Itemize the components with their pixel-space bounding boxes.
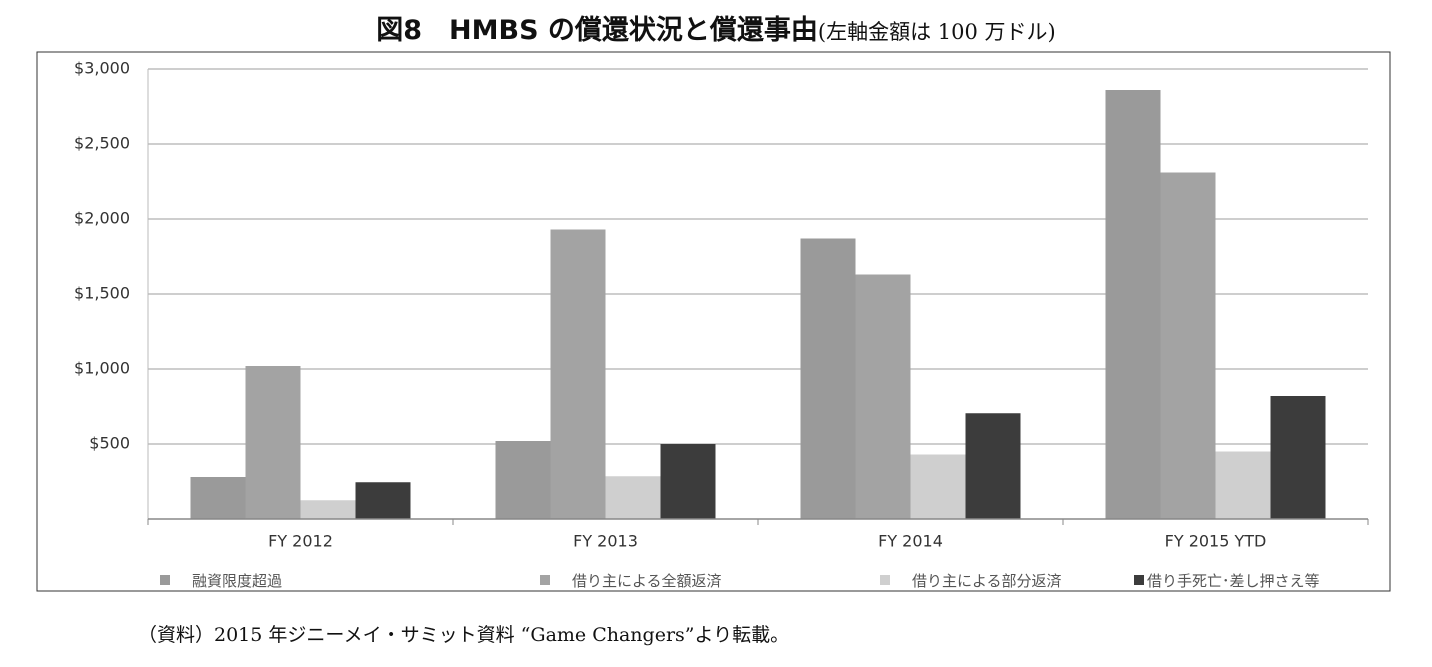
legend-label: 融資限度超過 bbox=[192, 572, 282, 590]
legend-label: 借り主による全額返済 bbox=[572, 572, 722, 590]
legend-label: 借り手死亡･差し押さえ等 bbox=[1147, 572, 1320, 590]
legend-label: 借り主による部分返済 bbox=[912, 572, 1062, 590]
bar bbox=[855, 274, 911, 519]
bar bbox=[800, 238, 856, 519]
bar bbox=[1160, 172, 1216, 519]
x-tick-label: FY 2014 bbox=[878, 532, 943, 551]
chart-frame bbox=[36, 51, 1391, 592]
y-tick-label: $2,500 bbox=[74, 134, 130, 153]
legend-swatch bbox=[160, 575, 170, 585]
bar bbox=[1270, 396, 1326, 519]
bar bbox=[1215, 451, 1271, 519]
y-tick-label: $1,000 bbox=[74, 359, 130, 378]
y-tick-label: $500 bbox=[89, 434, 130, 453]
bar bbox=[190, 477, 246, 519]
y-tick-label: $1,500 bbox=[74, 284, 130, 303]
bar bbox=[910, 454, 966, 519]
legend-swatch bbox=[880, 575, 890, 585]
bar bbox=[660, 444, 716, 519]
x-tick-label: FY 2015 YTD bbox=[1165, 532, 1267, 551]
chart-title: 図8 HMBS の償還状況と償還事由 bbox=[376, 15, 818, 46]
x-tick-label: FY 2012 bbox=[268, 532, 333, 551]
bar bbox=[965, 413, 1021, 519]
y-tick-label: $2,000 bbox=[74, 209, 130, 228]
y-tick-label: $3,000 bbox=[74, 59, 130, 78]
bar bbox=[300, 500, 356, 519]
legend-swatch bbox=[540, 575, 550, 585]
bar bbox=[245, 366, 301, 519]
title-block: 図8 HMBS の償還状況と償還事由(左軸金額は 100 万ドル) bbox=[0, 8, 1432, 47]
bar bbox=[355, 482, 411, 519]
bar bbox=[605, 476, 661, 519]
source-note: （資料）2015 年ジニーメイ・サミット資料 “Game Changers”より… bbox=[138, 624, 790, 646]
bar bbox=[1105, 90, 1161, 519]
legend-swatch bbox=[1134, 575, 1144, 585]
x-tick-label: FY 2013 bbox=[573, 532, 638, 551]
bar bbox=[550, 229, 606, 519]
bar bbox=[495, 441, 551, 519]
chart-subtitle: (左軸金額は 100 万ドル) bbox=[817, 20, 1056, 44]
